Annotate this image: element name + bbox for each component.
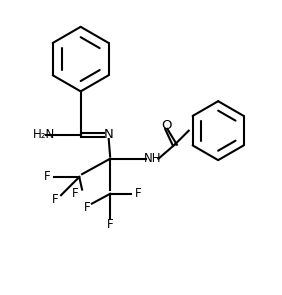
Text: O: O <box>161 119 171 132</box>
Text: F: F <box>107 218 113 231</box>
Text: F: F <box>44 171 50 183</box>
Text: F: F <box>84 201 91 214</box>
Text: H₂N: H₂N <box>33 128 55 141</box>
Text: F: F <box>72 187 78 200</box>
Text: NH: NH <box>144 152 161 165</box>
Text: F: F <box>52 193 59 206</box>
Text: F: F <box>135 187 142 200</box>
Text: N: N <box>104 128 114 141</box>
